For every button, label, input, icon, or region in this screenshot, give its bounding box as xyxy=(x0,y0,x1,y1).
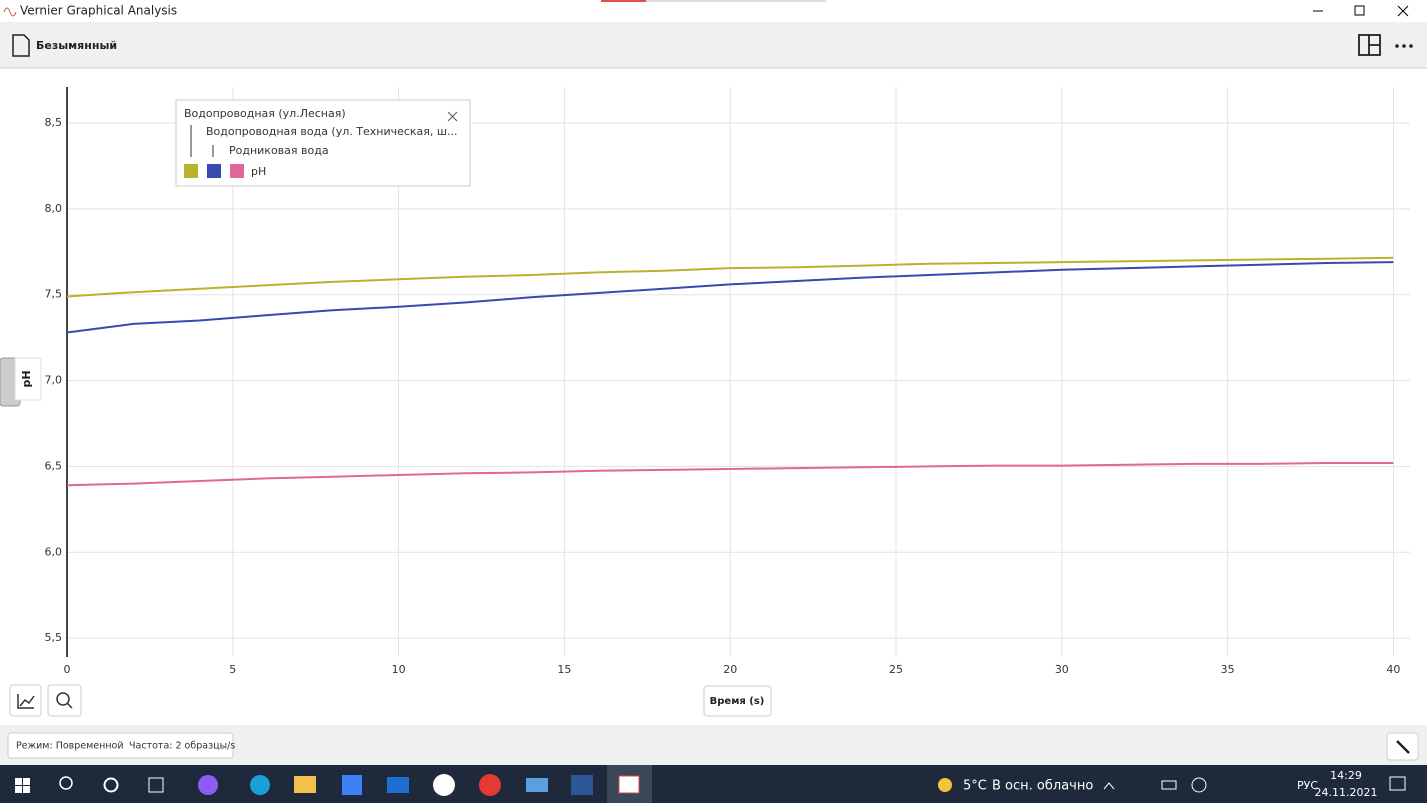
series-line xyxy=(66,256,1394,298)
y-label-box[interactable] xyxy=(14,357,42,401)
rate-text: Частота: 2 образцы/s xyxy=(129,741,235,752)
close-button[interactable] xyxy=(1397,5,1409,17)
collection-settings[interactable] xyxy=(7,732,234,759)
weather-temperature[interactable]: 5°C xyxy=(963,779,987,794)
y-tick-label: 8,5 xyxy=(45,116,63,129)
wrench-icon xyxy=(1396,740,1410,754)
legend-label: pH xyxy=(251,165,266,178)
x-axis-label[interactable]: Время (s) xyxy=(710,696,765,707)
x-tick-label: 35 xyxy=(1221,663,1235,676)
window-title: Vernier Graphical Analysis xyxy=(20,4,177,18)
legend-swatch xyxy=(184,164,198,178)
mode-text: Режим: Повременной xyxy=(16,741,124,752)
x-tick-label: 5 xyxy=(229,663,236,676)
zoom-icon xyxy=(66,702,73,709)
status-bar xyxy=(0,725,1427,765)
taskbar-app[interactable] xyxy=(571,775,593,795)
y-tick-label: 8,0 xyxy=(45,202,63,215)
x-tick-label: 20 xyxy=(723,663,737,676)
weather-icon xyxy=(938,778,952,792)
legend-swatch xyxy=(207,164,221,178)
taskbar-app[interactable] xyxy=(433,774,455,796)
weather-text[interactable]: В осн. облачно xyxy=(992,779,1093,794)
document-title[interactable]: Безымянный xyxy=(36,39,117,52)
tab-indicator xyxy=(601,0,646,2)
document-icon[interactable] xyxy=(12,34,30,57)
language[interactable]: РУС xyxy=(1297,779,1318,792)
cortana-button[interactable] xyxy=(103,777,119,793)
taskbar-app[interactable] xyxy=(294,776,316,793)
more-button[interactable] xyxy=(1395,44,1413,48)
x-tick-label: 40 xyxy=(1386,663,1400,676)
notifications-button[interactable] xyxy=(1389,776,1406,791)
y-tick-label: 6,5 xyxy=(45,459,63,472)
plot: 5,5 6,0 6,5 7,0 7,5 8,0 8,5 0 5 10 15 20 25 30 35 40 xyxy=(45,87,1410,676)
series-line xyxy=(66,261,1394,334)
series-line xyxy=(66,462,1394,487)
tray-expand[interactable] xyxy=(1103,782,1115,790)
battery-icon[interactable] xyxy=(1161,780,1177,790)
restore-button[interactable] xyxy=(1354,5,1365,16)
legend-swatch xyxy=(230,164,244,178)
x-label-button[interactable] xyxy=(703,685,772,717)
taskbar xyxy=(0,765,1427,803)
x-tick-label: 15 xyxy=(557,663,571,676)
app-icon xyxy=(3,7,17,17)
search-button[interactable] xyxy=(59,776,73,790)
x-tick-label: 30 xyxy=(1055,663,1069,676)
layout-icon xyxy=(1368,35,1380,55)
y-tick-label: 7,0 xyxy=(45,374,63,387)
zoom-button[interactable] xyxy=(47,684,82,717)
y-axis-label[interactable]: pH xyxy=(20,370,33,387)
taskbar-app[interactable] xyxy=(198,775,218,795)
taskbar-app[interactable] xyxy=(387,777,409,793)
network-icon[interactable] xyxy=(1191,777,1207,793)
clock-date[interactable]: 24.11.2021 xyxy=(1315,786,1378,799)
taskbar-app[interactable] xyxy=(250,775,270,795)
taskbar-app[interactable] xyxy=(479,774,501,796)
x-tick-label: 10 xyxy=(392,663,406,676)
title-bar xyxy=(0,0,1427,22)
legend-close[interactable] xyxy=(447,111,458,122)
legend xyxy=(175,99,471,187)
x-tick-label: 25 xyxy=(889,663,903,676)
tab-indicator xyxy=(646,0,826,2)
zoom-icon xyxy=(56,692,70,706)
legend-label: Родниковая вода xyxy=(229,144,329,157)
header-bar xyxy=(0,22,1427,68)
start-button[interactable] xyxy=(15,778,30,793)
graph-icon xyxy=(17,694,35,709)
taskbar-app xyxy=(618,775,640,794)
y-tick-label: 5,5 xyxy=(45,631,63,644)
legend-label: Водопроводная (ул.Лесная) xyxy=(184,107,346,120)
y-tick-label: 6,0 xyxy=(45,545,63,558)
taskbar-app[interactable] xyxy=(526,778,548,792)
legend-entries: Водопроводная (ул.Лесная) Водопроводная в… xyxy=(184,107,457,178)
x-tick-label: 0 xyxy=(64,663,71,676)
taskbar-app[interactable] xyxy=(342,775,362,795)
clock-time[interactable]: 14:29 xyxy=(1330,769,1362,782)
y-tick-label: 7,5 xyxy=(45,288,63,301)
legend-label: Водопроводная вода (ул. Техническая, ш..… xyxy=(206,125,457,138)
task-view-button[interactable] xyxy=(148,777,164,793)
